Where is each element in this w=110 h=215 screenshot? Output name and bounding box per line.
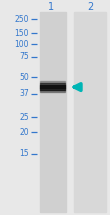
Text: 75: 75 [19,52,29,61]
Bar [74,12,106,212]
Text: 100: 100 [15,40,29,49]
Bar [40,85,65,88]
Text: 250: 250 [15,15,29,24]
Text: 2: 2 [87,2,93,12]
Text: 1: 1 [48,2,54,12]
Bar [40,83,65,85]
Text: 15: 15 [20,149,29,158]
Text: 20: 20 [20,128,29,137]
Bar [40,81,65,83]
Bar [40,88,65,90]
Text: 50: 50 [19,73,29,82]
Bar [40,12,66,212]
Text: 150: 150 [15,29,29,38]
Text: 37: 37 [19,89,29,98]
Text: 25: 25 [20,113,29,122]
Bar [40,90,65,92]
